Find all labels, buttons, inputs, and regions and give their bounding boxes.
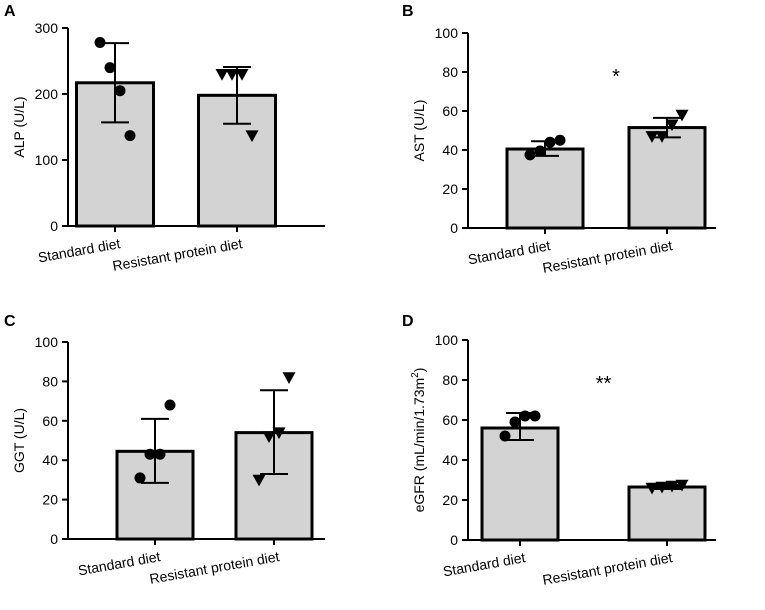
y-axis-label-a: ALP (U/L) (11, 96, 27, 157)
data-point-c-1-3 (154, 448, 166, 460)
bar-b-1 (505, 147, 585, 230)
panel-letter-b: B (402, 3, 414, 20)
y-tick-label-c-80: 80 (42, 373, 58, 389)
y-axis-label-text-d: eGFR (mL/min/1.73m (411, 378, 427, 513)
bar-d-1 (480, 426, 560, 542)
y-tick-label-c-0: 0 (50, 531, 58, 547)
bar-d-2 (627, 485, 707, 542)
x-tick-label-d-1: Standard diet (442, 549, 527, 579)
data-point-a-1-4 (124, 130, 136, 142)
data-point-c-1-1 (134, 472, 146, 484)
data-point-a-2-4 (245, 130, 259, 143)
x-tick-label-a-1: Standard diet (37, 235, 122, 265)
significance-marker-b: * (612, 66, 620, 88)
y-tick-label-b-80: 80 (442, 64, 458, 80)
y-tick-label-c-20: 20 (42, 492, 58, 508)
data-point-c-2-2 (262, 431, 276, 444)
y-axis-label-c: GGT (U/L) (11, 408, 27, 473)
data-point-a-1-3 (114, 85, 126, 97)
data-point-a-2-1 (215, 69, 229, 81)
y-tick-label-d-40: 40 (442, 452, 458, 468)
y-tick-label-b-40: 40 (442, 142, 458, 158)
data-point-c-2-1 (252, 474, 266, 487)
data-point-d-2-4 (675, 479, 689, 492)
y-tick-label-b-60: 60 (442, 103, 458, 119)
y-tick-label-b-100: 100 (435, 25, 459, 41)
data-point-a-1-1 (94, 37, 106, 49)
y-axis-label-superscript-d: 2 (410, 372, 421, 378)
y-tick-label-a-300: 300 (35, 20, 59, 36)
x-tick-label-d-2: Resistant protein diet (541, 549, 673, 588)
y-tick-label-a-100: 100 (35, 152, 59, 168)
y-tick-label-b-20: 20 (442, 181, 458, 197)
data-point-d-1-4 (529, 410, 541, 422)
y-tick-label-d-100: 100 (435, 332, 459, 348)
data-point-c-2-3 (272, 427, 286, 440)
y-tick-label-c-60: 60 (42, 413, 58, 429)
y-tick-label-d-0: 0 (450, 532, 458, 548)
data-point-b-1-2 (534, 145, 546, 157)
data-point-d-1-1 (499, 430, 511, 442)
y-tick-label-b-0: 0 (450, 220, 458, 236)
data-point-d-2-2 (655, 481, 669, 494)
y-tick-label-d-60: 60 (442, 412, 458, 428)
x-tick-label-a-2: Resistant protein diet (111, 235, 243, 274)
data-point-b-1-3 (544, 136, 556, 148)
data-point-a-1-2 (104, 62, 116, 74)
panel-letter-d: D (402, 313, 414, 330)
panel-letter-c: C (4, 313, 16, 330)
y-axis-label-suffix-d: ) (411, 368, 427, 373)
data-point-a-2-3 (235, 69, 249, 81)
y-tick-label-d-80: 80 (442, 372, 458, 388)
y-axis-label-b: AST (U/L) (411, 100, 427, 162)
data-point-c-1-4 (164, 399, 176, 411)
data-point-a-2-2 (225, 69, 239, 81)
y-tick-label-c-100: 100 (35, 334, 59, 350)
data-point-c-2-4 (282, 372, 296, 384)
panel-letter-a: A (4, 3, 16, 20)
data-point-b-2-3 (665, 119, 679, 132)
x-tick-label-b-2: Resistant protein diet (541, 237, 673, 276)
y-tick-label-d-20: 20 (442, 492, 458, 508)
y-tick-label-a-0: 0 (50, 218, 58, 234)
x-tick-label-b-1: Standard diet (467, 237, 552, 267)
data-point-d-2-3 (665, 480, 679, 493)
y-tick-label-a-200: 200 (35, 86, 59, 102)
data-point-b-1-4 (554, 134, 566, 146)
y-tick-label-c-40: 40 (42, 452, 58, 468)
data-point-d-2-1 (645, 482, 659, 495)
y-axis-label-d: eGFR (mL/min/1.73m2) (410, 368, 427, 513)
bar-b-2 (627, 126, 707, 230)
data-point-b-1-1 (524, 149, 536, 161)
data-point-d-1-2 (509, 416, 521, 428)
data-point-b-2-1 (645, 131, 659, 143)
data-point-d-1-3 (519, 410, 531, 422)
data-point-b-2-4 (675, 109, 689, 122)
data-point-b-2-2 (655, 131, 669, 143)
x-tick-label-c-2: Resistant protein diet (148, 548, 280, 587)
significance-marker-d: ** (596, 373, 612, 395)
data-point-c-1-2 (144, 448, 156, 460)
